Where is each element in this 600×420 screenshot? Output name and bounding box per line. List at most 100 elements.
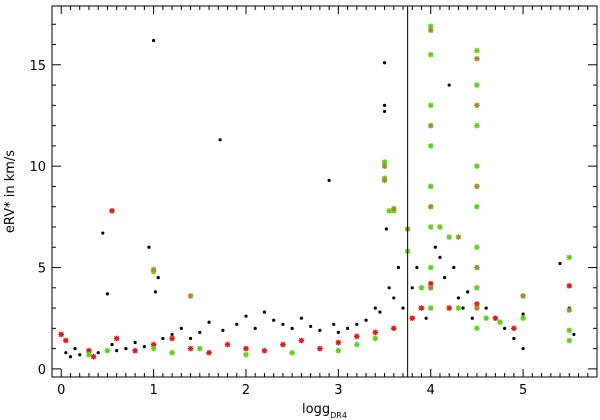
data-point-star xyxy=(427,102,434,109)
y-tick-label: 5 xyxy=(38,262,46,277)
data-point-star xyxy=(150,341,157,348)
data-point xyxy=(433,245,437,249)
data-point-star xyxy=(474,55,480,62)
data-point-star xyxy=(474,284,480,291)
data-point xyxy=(572,332,576,337)
data-point xyxy=(309,324,313,328)
data-point xyxy=(152,38,156,43)
data-point-star xyxy=(289,349,295,356)
data-point-star xyxy=(206,349,212,356)
data-point-star xyxy=(243,351,249,358)
data-point-star xyxy=(372,329,379,336)
data-point xyxy=(503,326,507,330)
data-point-star xyxy=(150,266,157,273)
data-point-star xyxy=(150,345,157,352)
data-point-star xyxy=(280,341,286,348)
x-axis-label: loggDR4 xyxy=(302,402,347,420)
y-tick-label: 10 xyxy=(29,160,46,175)
data-point-star xyxy=(427,284,434,291)
data-point xyxy=(521,347,525,351)
data-point-star xyxy=(566,254,573,261)
series-olive xyxy=(150,27,573,313)
data-point xyxy=(101,231,105,235)
data-point xyxy=(115,349,119,353)
data-point-star xyxy=(520,293,526,299)
data-point xyxy=(470,316,474,320)
x-tick-label: 3 xyxy=(334,383,342,398)
data-point xyxy=(442,276,447,280)
data-point-star xyxy=(196,345,203,352)
data-point xyxy=(262,310,267,314)
data-point-star xyxy=(446,305,453,311)
series-black xyxy=(64,38,576,359)
data-point-star xyxy=(86,347,92,354)
data-point xyxy=(170,332,174,337)
data-point-star xyxy=(90,353,97,360)
data-point-star xyxy=(474,203,480,210)
data-point-star xyxy=(86,351,92,358)
x-axis-label-main: logg xyxy=(302,402,330,417)
data-point-star xyxy=(132,347,138,354)
data-point-star xyxy=(474,82,480,88)
data-point xyxy=(484,306,488,310)
data-point xyxy=(401,306,405,310)
data-point-star xyxy=(427,264,434,271)
data-point xyxy=(466,290,470,294)
data-point xyxy=(179,326,183,330)
data-point xyxy=(336,330,340,334)
data-point xyxy=(64,351,68,355)
data-point xyxy=(438,255,442,259)
data-point-star xyxy=(109,207,115,214)
data-point-star xyxy=(427,305,434,311)
axis-ticks xyxy=(51,6,598,377)
y-tick-label: 0 xyxy=(38,363,46,378)
data-point-star xyxy=(566,337,573,344)
data-point-star xyxy=(390,205,397,212)
data-point-star xyxy=(566,307,573,313)
data-point xyxy=(156,276,160,280)
data-point-star xyxy=(381,159,388,165)
data-point xyxy=(378,310,382,314)
data-point-star xyxy=(243,345,249,352)
data-point-star xyxy=(169,349,175,356)
data-point-star xyxy=(354,333,360,340)
data-point xyxy=(424,316,428,320)
data-point-star xyxy=(474,183,480,190)
data-point xyxy=(345,326,350,330)
data-point xyxy=(332,322,336,326)
data-point xyxy=(521,312,525,316)
data-point-star xyxy=(354,341,360,348)
x-tick-label: 5 xyxy=(519,383,527,398)
data-point-star xyxy=(390,325,397,332)
data-point xyxy=(198,330,202,334)
data-point-star xyxy=(169,335,175,342)
data-point-star xyxy=(474,301,480,307)
data-point-star xyxy=(427,280,434,287)
series-red xyxy=(58,207,573,360)
data-point-star xyxy=(58,331,65,338)
data-point-star xyxy=(187,293,194,299)
data-point xyxy=(452,265,456,270)
data-point xyxy=(355,322,359,326)
x-axis-label-sub: DR4 xyxy=(330,411,347,420)
data-point-star xyxy=(511,325,517,332)
data-point xyxy=(456,296,461,300)
data-point xyxy=(558,261,562,266)
data-point-star xyxy=(386,207,392,214)
data-point xyxy=(387,286,391,290)
data-point xyxy=(96,351,100,355)
data-point xyxy=(382,103,387,107)
data-point-star xyxy=(474,325,480,332)
data-point-star xyxy=(427,23,434,30)
y-tick-label: 15 xyxy=(29,59,46,74)
data-point xyxy=(384,227,388,231)
data-point-star xyxy=(427,224,434,230)
data-point xyxy=(272,318,276,322)
data-point xyxy=(147,245,151,249)
data-point-star xyxy=(446,234,453,240)
data-point-star xyxy=(372,335,379,342)
data-point-star xyxy=(474,305,480,311)
data-points xyxy=(58,23,576,360)
data-point xyxy=(110,342,114,347)
y-axis-label: eRV* in km/s xyxy=(3,150,18,233)
